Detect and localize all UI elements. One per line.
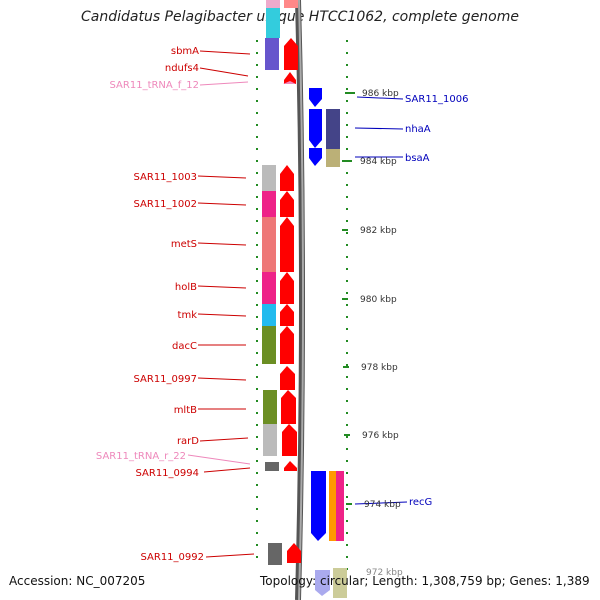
feature-block xyxy=(329,471,336,541)
accession-text: Accession: NC_007205 xyxy=(9,574,146,588)
gene-label-mltB: mltB xyxy=(174,405,197,416)
gene-arrow xyxy=(315,570,330,596)
feature-block xyxy=(263,390,277,424)
feature-block xyxy=(262,217,276,272)
gene-label-dacC: dacC xyxy=(172,341,197,352)
gene-label-tRNA-f-12: SAR11_tRNA_f_12 xyxy=(110,80,199,91)
left-gene-arrows xyxy=(280,0,301,563)
gene-label-recG: recG xyxy=(409,497,432,508)
left-feature-blocks xyxy=(262,0,282,565)
kbp-label: 978 kbp xyxy=(361,363,398,373)
gene-arrow xyxy=(284,0,298,8)
gene-label-SAR11-1003: SAR11_1003 xyxy=(134,172,198,183)
gene-label-bsaA: bsaA xyxy=(405,153,430,164)
gene-arrow xyxy=(281,390,296,424)
gene-arrow xyxy=(284,461,297,471)
gene-arrow xyxy=(284,38,298,70)
gene-label-tRNA-r-22: SAR11_tRNA_r_22 xyxy=(96,451,186,462)
kbp-label: 972 kbp xyxy=(366,568,403,578)
gene-label-ndufs4: ndufs4 xyxy=(165,63,199,74)
feature-block xyxy=(262,191,276,217)
feature-block xyxy=(266,8,280,38)
gene-label-SAR11-0994: SAR11_0994 xyxy=(136,468,200,479)
gene-arrow xyxy=(282,424,297,456)
feature-block xyxy=(266,0,280,8)
kbp-label: 982 kbp xyxy=(360,226,397,236)
right-feature-blocks xyxy=(326,109,347,598)
gene-label-SAR11-0992: SAR11_0992 xyxy=(141,552,205,563)
gene-label-SAR11-1006: SAR11_1006 xyxy=(405,94,469,105)
gene-label-SAR11-1002: SAR11_1002 xyxy=(134,199,198,210)
feature-block xyxy=(265,38,279,70)
kbp-label: 986 kbp xyxy=(362,89,399,99)
feature-block xyxy=(326,149,340,167)
kbp-label: 976 kbp xyxy=(362,431,399,441)
gene-label-sbmA: sbmA xyxy=(171,46,199,57)
feature-block xyxy=(262,326,276,364)
gene-arrow xyxy=(280,304,294,326)
kbp-label: 980 kbp xyxy=(360,295,397,305)
gene-arrow xyxy=(280,326,294,364)
gene-arrow xyxy=(287,543,301,563)
gene-label-metS: metS xyxy=(171,239,197,250)
feature-block xyxy=(262,165,276,191)
kbp-scale: 986 kbp 984 kbp 982 kbp 980 kbp 978 kbp … xyxy=(360,89,403,578)
gene-label-SAR11-0997: SAR11_0997 xyxy=(134,374,198,385)
feature-block xyxy=(336,471,344,541)
kbp-ticks xyxy=(342,92,355,505)
feature-block xyxy=(333,568,347,598)
genome-summary-text: Topology: circular; Length: 1,308,759 bp… xyxy=(260,574,590,588)
gene-arrow xyxy=(309,148,322,166)
gene-arrow xyxy=(283,81,296,84)
gene-arrow xyxy=(280,366,295,390)
genome-backbone xyxy=(295,0,305,600)
leader-lines xyxy=(187,50,408,558)
feature-block xyxy=(326,109,340,149)
gene-arrow xyxy=(280,272,294,304)
gene-arrow xyxy=(309,109,322,148)
feature-block xyxy=(263,424,277,456)
genome-backbone-highlight xyxy=(298,0,304,600)
gene-label-holB: holB xyxy=(175,282,197,293)
gene-label-tmk: tmk xyxy=(178,310,198,321)
gene-arrow xyxy=(280,217,294,272)
gene-arrow xyxy=(280,191,294,217)
feature-block xyxy=(268,543,282,565)
gene-arrow xyxy=(311,471,326,541)
right-gene-labels: SAR11_1006 nhaA bsaA recG xyxy=(405,94,469,508)
feature-block xyxy=(262,272,276,304)
kbp-label: 984 kbp xyxy=(360,157,397,167)
feature-block xyxy=(265,462,279,471)
gene-arrow xyxy=(280,165,294,191)
gene-arrow xyxy=(309,88,322,107)
gene-label-rarD: rarD xyxy=(177,436,199,447)
gene-label-nhaA: nhaA xyxy=(405,124,431,135)
kbp-label: 974 kbp xyxy=(364,500,401,510)
left-gene-labels: sbmA ndufs4 SAR11_tRNA_f_12 SAR11_1003 S… xyxy=(96,46,204,563)
gene-arrow xyxy=(284,72,296,84)
right-gene-arrows xyxy=(309,88,330,596)
feature-block xyxy=(262,304,276,326)
